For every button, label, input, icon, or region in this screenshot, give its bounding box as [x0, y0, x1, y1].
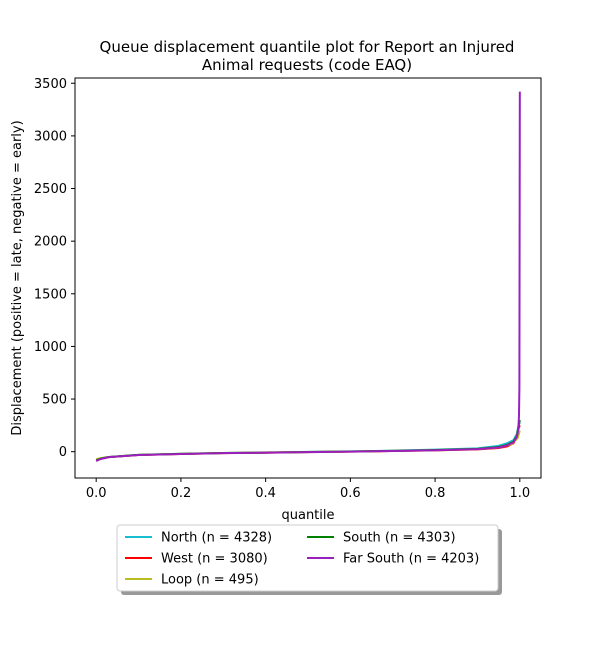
y-tick-label: 2000: [34, 235, 67, 250]
x-tick-label: 0.0: [86, 486, 107, 501]
y-axis-label: Displacement (positive = late, negative …: [10, 120, 25, 435]
chart-title-line-1: Queue displacement quantile plot for Rep…: [100, 38, 515, 56]
x-tick-label: 0.8: [425, 486, 446, 501]
chart-title: Queue displacement quantile plot for Rep…: [100, 38, 515, 74]
y-tick-label: 2500: [34, 182, 67, 197]
y-tick-label: 0: [59, 445, 67, 460]
x-tick-label: 0.2: [171, 486, 192, 501]
legend-label: North (n = 4328): [161, 531, 272, 546]
legend-label: West (n = 3080): [161, 552, 268, 567]
y-tick-label: 3500: [34, 77, 67, 92]
x-axis-label: quantile: [281, 508, 334, 523]
x-tick-label: 0.6: [340, 486, 361, 501]
legend: North (n = 4328) West (n = 3080) Loop (n =…: [116, 524, 502, 595]
chart-title-line-2: Animal requests (code EAQ): [202, 56, 412, 74]
x-tick-label: 0.4: [255, 486, 276, 501]
y-tick-label: 1500: [34, 287, 67, 302]
y-tick-label: 1000: [34, 340, 67, 355]
legend-label: Loop (n = 495): [161, 573, 259, 588]
y-tick-label: 3000: [34, 129, 67, 144]
series-line-4: [95, 91, 521, 462]
y-tick-label: 500: [42, 393, 67, 408]
plot-frame: [74, 77, 542, 479]
x-tick-label: 1.0: [509, 486, 530, 501]
legend-label: South (n = 4303): [343, 531, 456, 546]
plot-area: [95, 91, 521, 462]
y-axis-ticks: 0 500 1000 1500 2000 2500 3000 3500: [34, 77, 75, 460]
x-axis-ticks: 0.0 0.2 0.4 0.6 0.8 1.0: [86, 478, 530, 501]
legend-label: Far South (n = 4203): [343, 552, 479, 567]
